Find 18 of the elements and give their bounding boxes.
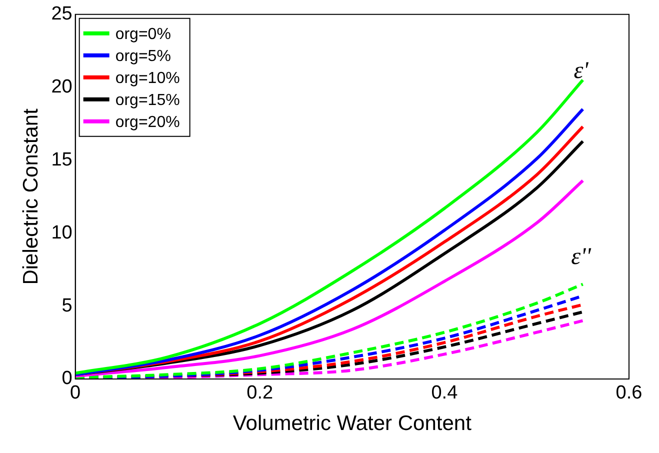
y-tick-label: 15 — [51, 149, 72, 170]
x-tick-label: 0.6 — [616, 382, 642, 404]
x-tick-label: 0.4 — [431, 382, 458, 404]
legend-label: org=5% — [115, 48, 171, 65]
legend-label: org=0% — [115, 26, 171, 43]
legend-label: org=15% — [115, 92, 180, 109]
y-tick-label: 25 — [51, 4, 72, 25]
legend-label: org=10% — [115, 70, 180, 87]
x-axis-title: Volumetric Water Content — [232, 412, 472, 436]
annotation: ε'' — [571, 244, 592, 270]
y-tick-label: 10 — [51, 222, 72, 244]
y-tick-label: 5 — [62, 295, 72, 316]
y-axis-title: Dielectric Constant — [19, 108, 42, 285]
y-tick-label: 0 — [62, 368, 72, 390]
legend-label: org=20% — [115, 114, 180, 131]
x-tick-label: 0.2 — [246, 382, 274, 404]
annotation: ε' — [574, 58, 590, 84]
y-tick-label: 20 — [51, 76, 72, 98]
